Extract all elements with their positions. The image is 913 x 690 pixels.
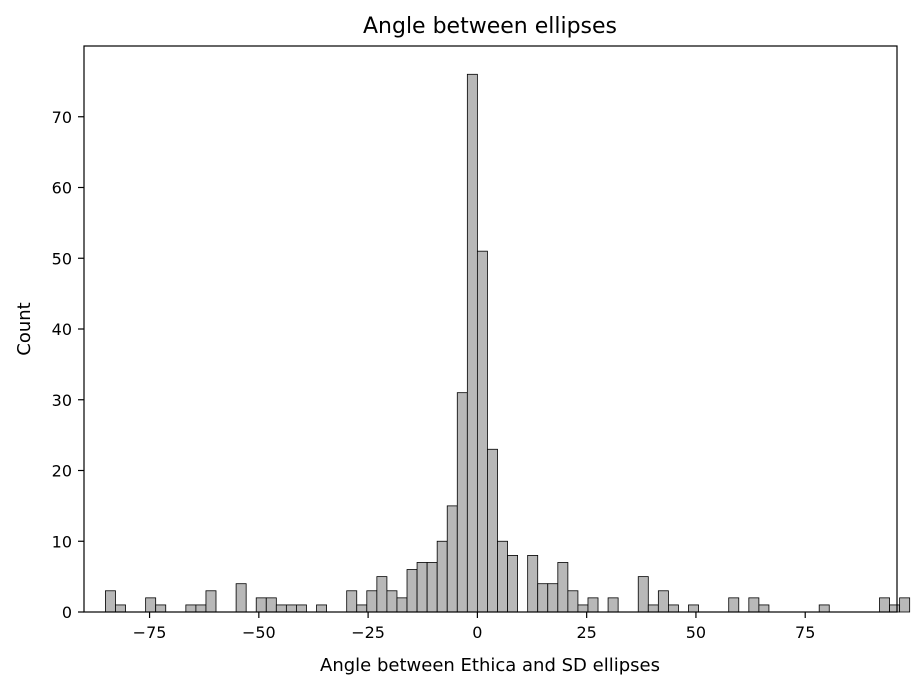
histogram-bar [296, 604, 307, 613]
histogram-bar [567, 590, 579, 613]
y-axis-ticks: 0 10 20 30 40 50 60 70 [52, 108, 84, 622]
x-tick-label: 50 [686, 623, 706, 642]
histogram-bar [346, 590, 358, 613]
histogram-bar [115, 604, 126, 613]
histogram-bar [497, 540, 508, 613]
histogram-bar [366, 590, 378, 613]
histogram-bar [356, 604, 368, 613]
histogram-bar [426, 562, 438, 613]
histogram-bar [285, 604, 297, 613]
y-tick-label: 50 [52, 249, 72, 268]
x-tick-label: −25 [351, 623, 385, 642]
histogram-bar [195, 604, 207, 613]
histogram-bar [185, 604, 197, 613]
x-tick-label: 75 [795, 623, 815, 642]
y-tick-label: 0 [62, 603, 72, 622]
histogram-bar [818, 604, 830, 613]
histogram-bar [879, 597, 890, 613]
histogram-bar [406, 569, 418, 613]
x-tick-label: −75 [133, 623, 167, 642]
y-tick-label: 30 [52, 391, 72, 410]
histogram-bar [466, 73, 478, 613]
histogram-bar [456, 392, 468, 613]
histogram-bar [748, 597, 760, 613]
bars-group [105, 73, 911, 613]
histogram-bar [507, 555, 519, 613]
histogram-bar [647, 604, 659, 613]
y-tick-label: 70 [52, 108, 72, 127]
histogram-bar [436, 540, 448, 613]
histogram-bar [376, 576, 388, 613]
histogram-bar [537, 583, 549, 613]
histogram-bar [145, 597, 157, 613]
x-axis-label: Angle between Ethica and SD ellipses [320, 655, 660, 676]
x-tick-label: −50 [242, 623, 276, 642]
histogram-bar [416, 562, 428, 613]
histogram-bar [105, 590, 116, 613]
histogram-bar [547, 583, 559, 613]
histogram-bar [155, 604, 167, 613]
chart-title: Angle between ellipses [363, 14, 617, 39]
histogram-bar [758, 604, 770, 613]
plot-frame [83, 45, 898, 613]
histogram-bar [557, 562, 569, 613]
histogram-bar [728, 597, 740, 613]
y-axis-label: Count [14, 302, 35, 355]
histogram-bar [587, 597, 599, 613]
histogram-bar [889, 604, 901, 613]
y-tick-label: 40 [52, 320, 72, 339]
histogram-bar [487, 448, 498, 613]
histogram-bar [577, 604, 589, 613]
histogram-bar [637, 576, 649, 613]
y-tick-label: 20 [52, 462, 72, 481]
histogram-bar [386, 590, 398, 613]
histogram-bar [657, 590, 669, 613]
histogram-bar [476, 250, 488, 613]
histogram-bar [688, 604, 699, 613]
histogram-bar [446, 505, 458, 613]
histogram-bar [527, 555, 539, 613]
histogram-bar [396, 597, 408, 613]
histogram-bar [667, 604, 679, 613]
y-tick-label: 10 [52, 532, 72, 551]
histogram-bar [607, 597, 619, 613]
x-axis-ticks: −75 −50 −25 0 25 50 75 [133, 612, 815, 642]
histogram-bar [235, 583, 247, 613]
y-tick-label: 60 [52, 179, 72, 198]
histogram-bar [899, 597, 911, 613]
histogram-bar [255, 597, 267, 613]
histogram-bar [316, 604, 327, 613]
x-tick-label: 0 [472, 623, 482, 642]
x-tick-label: 25 [576, 623, 596, 642]
histogram-bar [265, 597, 277, 613]
histogram-bar [275, 604, 287, 613]
histogram-bar [205, 590, 217, 613]
